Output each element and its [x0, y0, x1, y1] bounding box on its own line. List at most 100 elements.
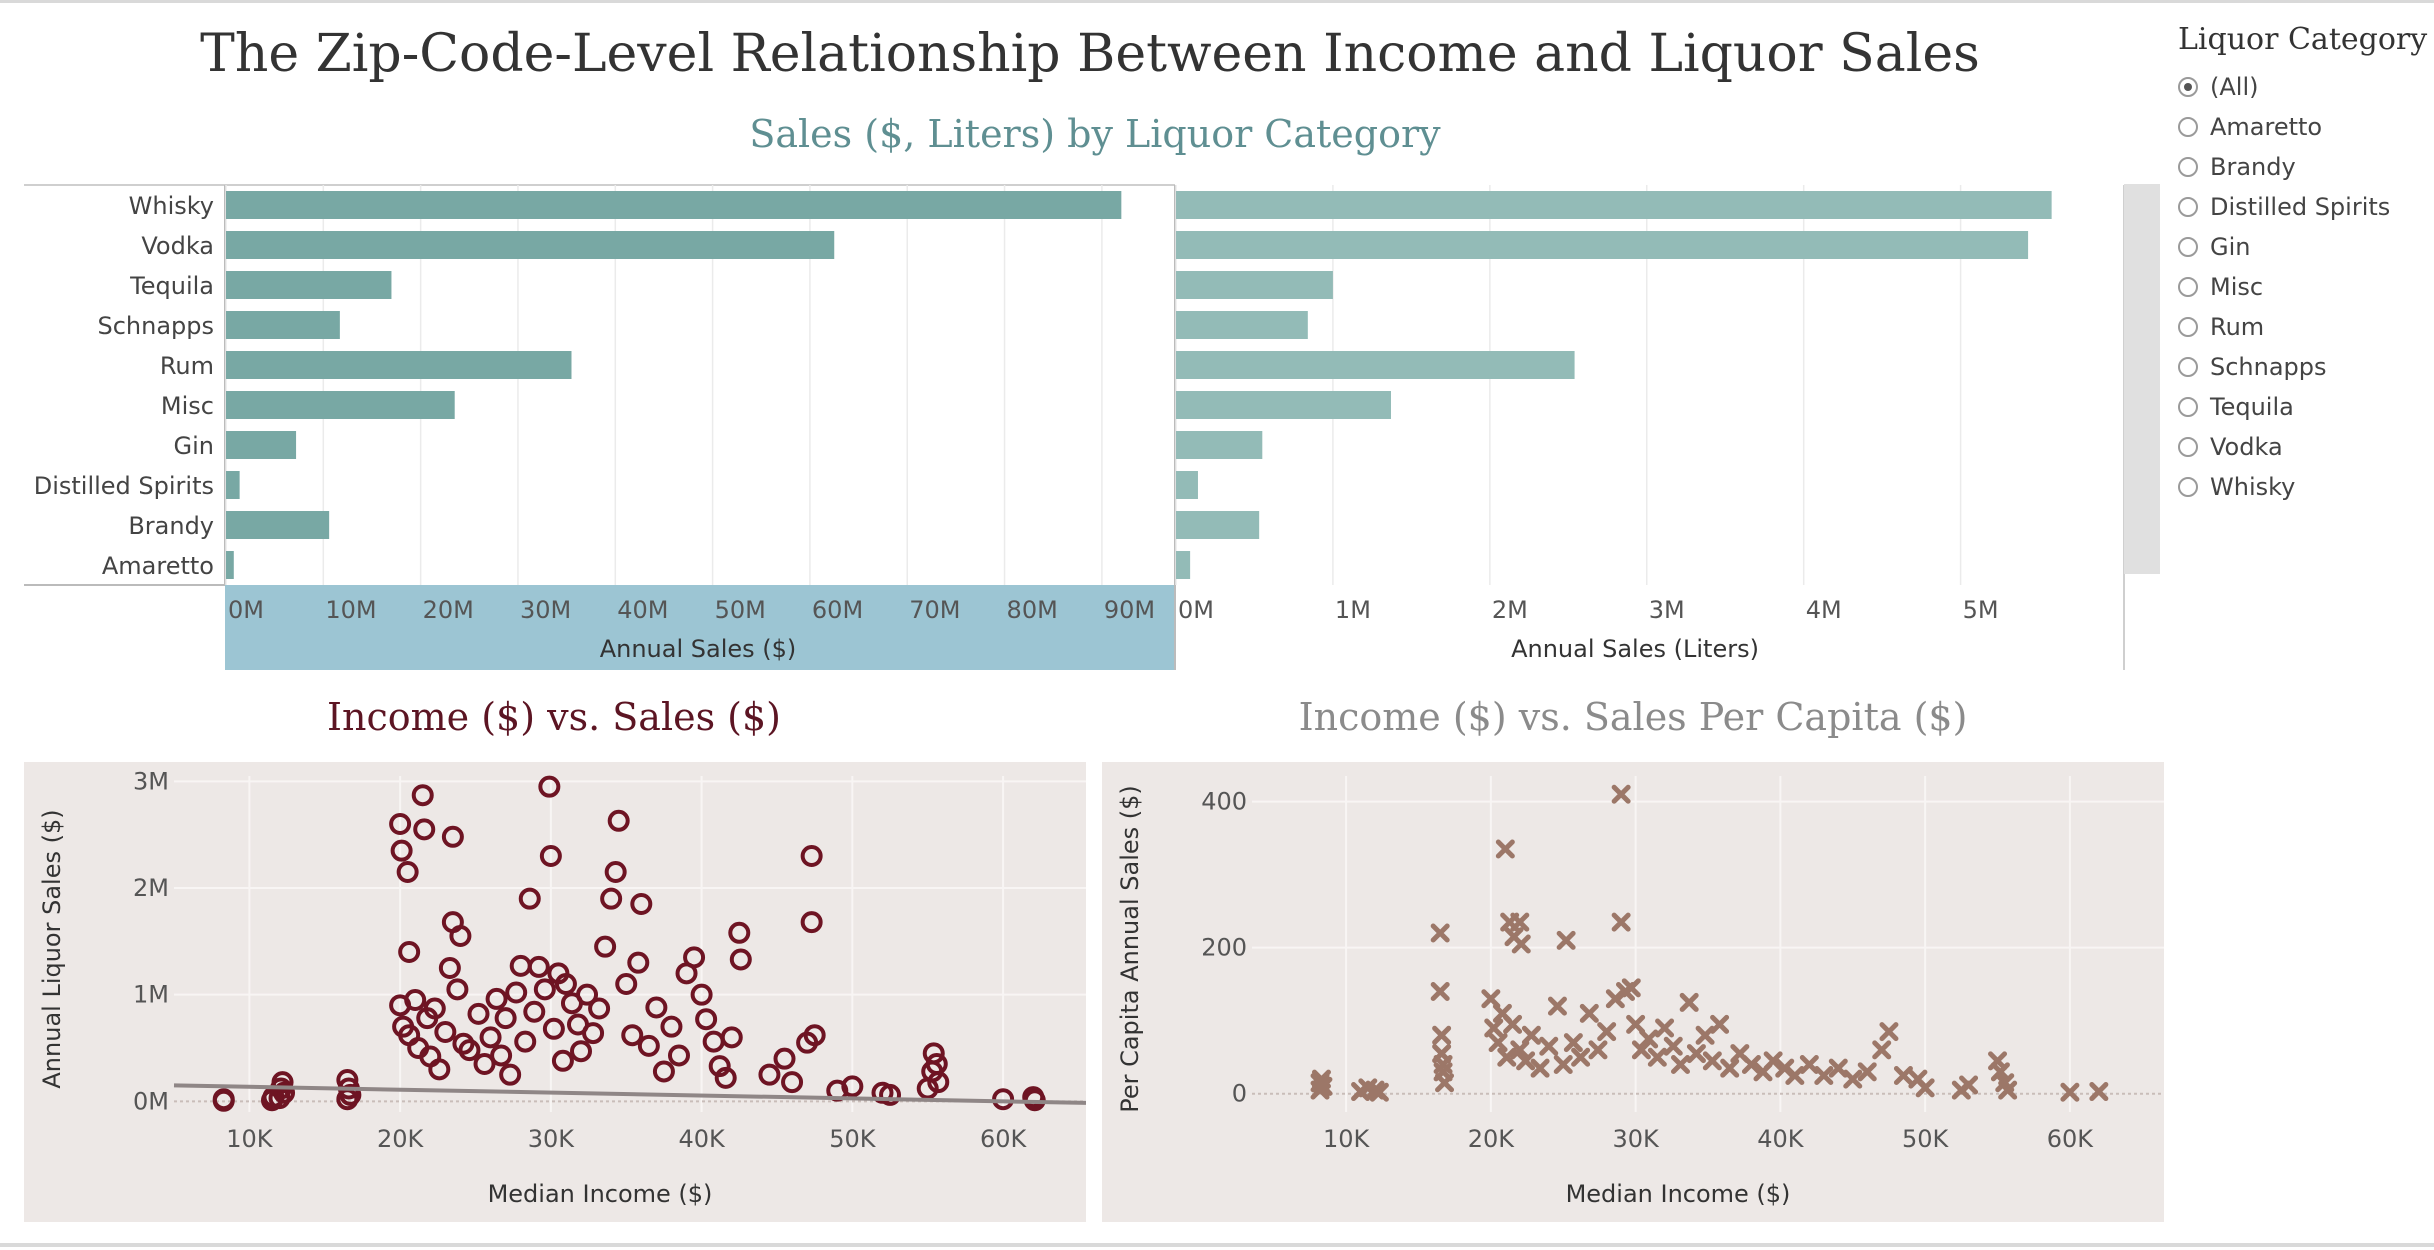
data-point[interactable] — [683, 946, 706, 969]
radio-button-icon[interactable] — [2178, 277, 2198, 297]
data-point[interactable] — [446, 978, 469, 1001]
data-point[interactable] — [1843, 1069, 1863, 1089]
data-point[interactable] — [473, 1053, 496, 1075]
data-point[interactable] — [1556, 930, 1576, 950]
data-point[interactable] — [554, 973, 577, 995]
filter-option[interactable]: Misc — [2178, 267, 2428, 307]
data-point[interactable] — [1484, 1018, 1504, 1038]
data-point[interactable] — [1488, 1033, 1508, 1053]
data-point[interactable] — [273, 1081, 296, 1104]
liter-bar[interactable] — [1176, 271, 1333, 299]
data-point[interactable] — [1516, 1051, 1536, 1071]
liter-bar[interactable] — [1176, 351, 1575, 379]
filter-option[interactable]: Distilled Spirits — [2178, 187, 2428, 227]
data-point[interactable] — [479, 1026, 502, 1049]
data-point[interactable] — [1588, 1040, 1608, 1060]
data-point[interactable] — [523, 1000, 546, 1023]
data-point[interactable] — [1663, 1036, 1683, 1056]
data-point[interactable] — [570, 1040, 593, 1063]
data-point[interactable] — [800, 845, 823, 867]
dollar-bar[interactable] — [226, 351, 572, 379]
data-point[interactable] — [1998, 1080, 2018, 1100]
data-point[interactable] — [781, 1071, 804, 1094]
dollar-bar[interactable] — [226, 391, 455, 419]
filter-option[interactable]: Gin — [2178, 227, 2428, 267]
data-point[interactable] — [1495, 839, 1515, 859]
dollar-bar[interactable] — [226, 431, 297, 459]
data-point[interactable] — [390, 839, 413, 862]
data-point[interactable] — [518, 887, 541, 910]
data-point[interactable] — [604, 861, 627, 883]
liter-bar[interactable] — [1176, 391, 1391, 419]
data-point[interactable] — [1313, 1076, 1333, 1096]
data-point[interactable] — [922, 1042, 945, 1065]
data-point[interactable] — [630, 893, 653, 915]
data-point[interactable] — [423, 997, 446, 1020]
radio-button-icon[interactable] — [2178, 437, 2198, 457]
data-point[interactable] — [841, 1075, 864, 1098]
dollar-bar[interactable] — [226, 471, 240, 499]
data-point[interactable] — [1553, 1055, 1573, 1075]
data-point[interactable] — [1702, 1051, 1722, 1071]
data-point[interactable] — [411, 784, 434, 807]
data-point[interactable] — [758, 1063, 781, 1086]
filter-option[interactable]: (All) — [2178, 67, 2428, 107]
data-point[interactable] — [514, 1030, 537, 1053]
liter-bar[interactable] — [1176, 231, 2029, 259]
data-point[interactable] — [637, 1034, 660, 1057]
data-point[interactable] — [588, 997, 611, 1020]
data-point[interactable] — [1915, 1078, 1935, 1098]
data-point[interactable] — [1481, 989, 1501, 1009]
dollar-bar[interactable] — [226, 191, 1122, 219]
radio-button-icon[interactable] — [2178, 77, 2198, 97]
liter-bar[interactable] — [1176, 431, 1263, 459]
data-point[interactable] — [1679, 992, 1699, 1012]
data-point[interactable] — [1435, 1073, 1455, 1093]
data-point[interactable] — [1430, 923, 1450, 943]
dollar-bar[interactable] — [226, 551, 234, 579]
data-point[interactable] — [600, 887, 623, 910]
data-point[interactable] — [1631, 1040, 1651, 1060]
radio-button-icon[interactable] — [2178, 357, 2198, 377]
data-point[interactable] — [1720, 1058, 1740, 1078]
data-point[interactable] — [441, 825, 464, 848]
data-point[interactable] — [1695, 1025, 1715, 1045]
liter-bar[interactable] — [1176, 471, 1198, 499]
liter-bar[interactable] — [1176, 511, 1260, 539]
data-point[interactable] — [2089, 1082, 2109, 1102]
data-point[interactable] — [690, 983, 713, 1006]
data-point[interactable] — [1511, 934, 1531, 954]
data-point[interactable] — [1710, 1014, 1730, 1034]
data-point[interactable] — [396, 861, 419, 883]
data-point[interactable] — [551, 1049, 574, 1072]
data-point[interactable] — [438, 957, 461, 979]
data-point[interactable] — [1430, 981, 1450, 1001]
income-vs-sales-scatter[interactable]: 10K 20K 30K 40K 50K 60K 0M 1M 2M 3M Median Income … — [24, 762, 1086, 1222]
liter-bar[interactable] — [1176, 551, 1191, 579]
data-point[interactable] — [695, 1008, 718, 1031]
filter-option[interactable]: Amaretto — [2178, 107, 2428, 147]
filter-option[interactable]: Rum — [2178, 307, 2428, 347]
filter-option[interactable]: Schnapps — [2178, 347, 2428, 387]
data-point[interactable] — [428, 1058, 451, 1081]
trend-line[interactable] — [173, 1083, 1086, 1105]
radio-button-icon[interactable] — [2178, 397, 2198, 417]
data-point[interactable] — [660, 1015, 683, 1038]
data-point[interactable] — [339, 1083, 362, 1106]
filter-option[interactable]: Brandy — [2178, 147, 2428, 187]
data-point[interactable] — [398, 941, 421, 963]
data-point[interactable] — [714, 1066, 737, 1089]
income-vs-per-capita-scatter[interactable]: 10K 20K 30K 40K 50K 60K 0 200 400 Median Income (… — [1102, 762, 2164, 1222]
liter-bar[interactable] — [1176, 191, 2052, 219]
data-point[interactable] — [389, 813, 412, 835]
data-point[interactable] — [729, 948, 752, 971]
data-point[interactable] — [542, 1017, 565, 1040]
data-point[interactable] — [1828, 1058, 1848, 1078]
radio-button-icon[interactable] — [2178, 117, 2198, 137]
dollar-bar[interactable] — [226, 271, 392, 299]
radio-button-icon[interactable] — [2178, 157, 2198, 177]
data-point[interactable] — [627, 951, 650, 974]
data-point[interactable] — [1510, 1040, 1530, 1060]
data-point[interactable] — [1547, 996, 1567, 1016]
data-point[interactable] — [271, 1071, 294, 1094]
